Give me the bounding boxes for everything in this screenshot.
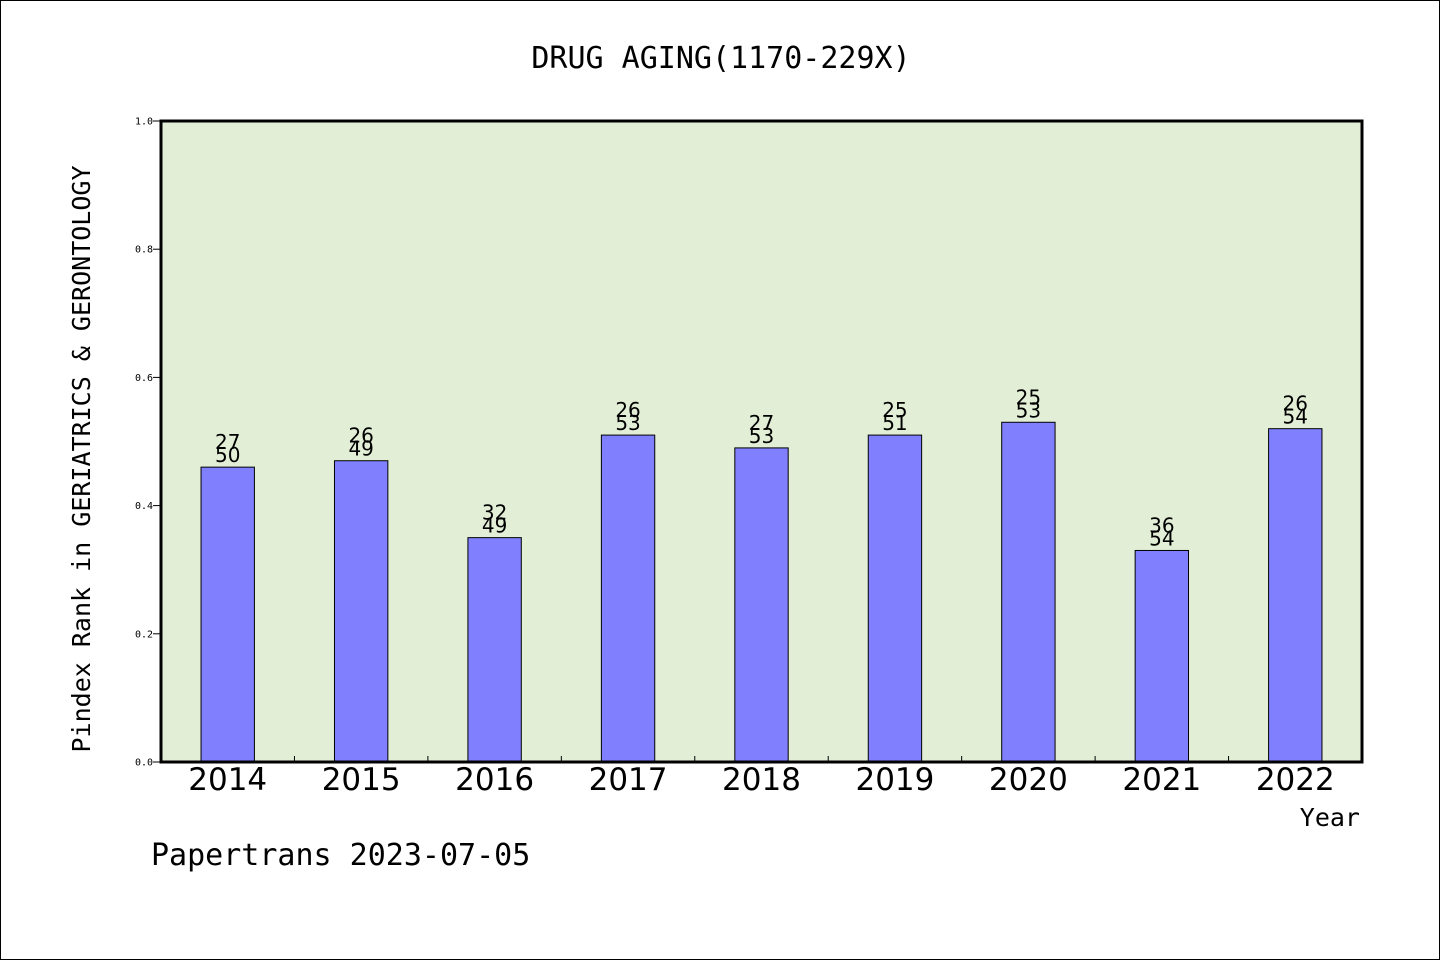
plot-border xyxy=(159,119,1364,764)
y-axis-ticks: 0.0 0.2 0.4 0.6 0.8 1.0 xyxy=(135,117,161,769)
bar-total-label: 53 xyxy=(615,411,640,435)
y-tick-label: 0.8 xyxy=(135,245,153,256)
bar-2014 xyxy=(200,466,255,763)
y-tick-label: 0.4 xyxy=(135,501,153,512)
y-tick-label: 1.0 xyxy=(135,117,153,128)
bars xyxy=(200,421,1323,763)
bar-2018 xyxy=(734,447,789,763)
bar-rank-label: 26 xyxy=(1283,392,1308,416)
x-tick-label: 2016 xyxy=(455,762,534,798)
footer-credit: Papertrans 2023-07-05 xyxy=(151,838,530,873)
bar-total-label: 49 xyxy=(348,437,373,461)
x-tick-label: 2019 xyxy=(855,762,934,798)
x-tick-label: 2015 xyxy=(322,762,401,798)
bar-total-label: 50 xyxy=(215,443,240,467)
bar-2020 xyxy=(1001,421,1056,763)
bar-rank-label: 32 xyxy=(482,501,507,525)
bar-2017 xyxy=(600,434,656,763)
x-tick-label: 2014 xyxy=(188,762,267,798)
bar-total-label: 54 xyxy=(1283,405,1308,429)
y-axis-label: Pindex Rank in GERIATRICS & GERONTOLOGY xyxy=(67,166,96,753)
bar-total-label: 54 xyxy=(1149,526,1174,550)
bar-2016 xyxy=(467,537,522,763)
bar-total-label: 53 xyxy=(749,424,774,448)
y-tick-label: 0.6 xyxy=(135,373,153,384)
bar-rank-label: 27 xyxy=(215,430,240,454)
chart-title: DRUG AGING(1170-229X) xyxy=(531,41,910,76)
bar-rank-label: 26 xyxy=(348,424,373,448)
bar-rank-label: 36 xyxy=(1149,513,1174,537)
bar-rank-label: 26 xyxy=(615,398,640,422)
bar-2015 xyxy=(333,460,389,763)
bar-rank-label: 27 xyxy=(749,411,774,435)
bar-total-label: 51 xyxy=(882,411,907,435)
x-tick-label: 2022 xyxy=(1256,762,1335,798)
bar-labels: 2014275020152649201632492017265320182753… xyxy=(188,385,1334,798)
bar-2021 xyxy=(1134,549,1190,763)
bar-2019 xyxy=(867,434,923,763)
x-tick-label: 2020 xyxy=(989,762,1068,798)
x-axis-label: Year xyxy=(1300,803,1360,832)
bar-rank-label: 25 xyxy=(1016,385,1041,409)
bar-total-label: 49 xyxy=(482,514,507,538)
x-tick-label: 2017 xyxy=(589,762,668,798)
y-tick-label: 0.0 xyxy=(135,758,153,769)
bar-total-label: 53 xyxy=(1016,398,1041,422)
x-tick-label: 2018 xyxy=(722,762,801,798)
bar-2022 xyxy=(1268,428,1323,763)
bar-rank-label: 25 xyxy=(882,398,907,422)
y-tick-label: 0.2 xyxy=(135,629,153,640)
x-tick-label: 2021 xyxy=(1122,762,1201,798)
